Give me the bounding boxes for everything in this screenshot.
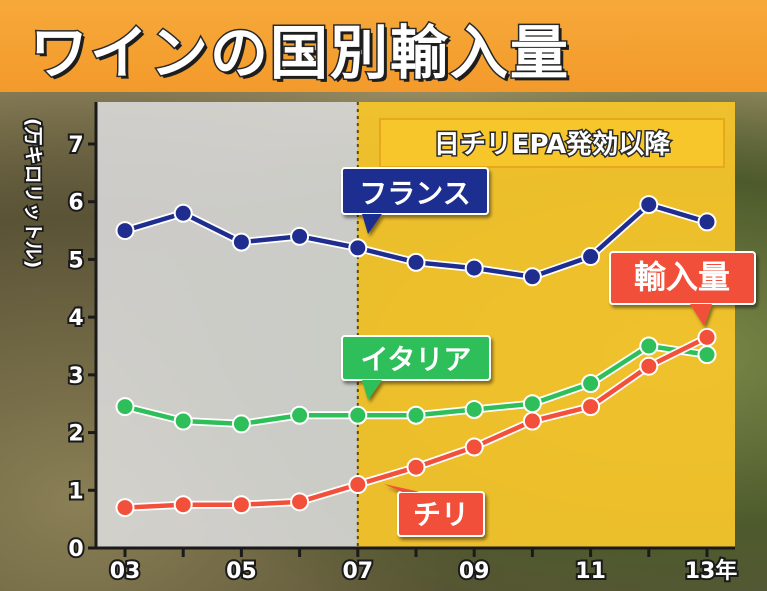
data-point xyxy=(581,247,601,267)
y-tick-label: 1 xyxy=(68,479,83,504)
title-band xyxy=(0,0,767,92)
data-point xyxy=(522,411,542,431)
pre-epa-region xyxy=(96,102,358,548)
data-point xyxy=(522,394,542,414)
data-point xyxy=(231,232,251,252)
data-point xyxy=(348,238,368,258)
data-point xyxy=(406,405,426,425)
data-point xyxy=(290,226,310,246)
legend-tag-italy: イタリア xyxy=(341,335,491,400)
series-france xyxy=(115,195,717,287)
chart-title: ワインの国別輸入量 xyxy=(28,18,571,89)
x-axis-ticks: 03 05 07 09 11 13年 xyxy=(108,548,739,586)
x-tick-label: 13年 xyxy=(685,558,738,584)
data-point xyxy=(290,405,310,425)
series-italy xyxy=(115,336,717,434)
legend-tag-france: フランス xyxy=(341,167,489,234)
y-tick-label: 7 xyxy=(68,133,83,158)
series-chile xyxy=(115,327,717,518)
data-point xyxy=(406,252,426,272)
series-layer xyxy=(115,195,717,518)
data-point xyxy=(231,495,251,515)
legend-label-italy: イタリア xyxy=(361,343,472,376)
data-point xyxy=(173,495,193,515)
data-point xyxy=(697,345,717,365)
x-tick-label: 07 xyxy=(342,559,373,584)
y-tick-label: 3 xyxy=(68,364,83,389)
data-point xyxy=(348,405,368,425)
data-point xyxy=(639,336,659,356)
epa-label-box xyxy=(379,118,725,168)
data-point xyxy=(639,195,659,215)
legend-label-chile: チリ xyxy=(413,498,469,531)
chile-import-tag: 輸入量 xyxy=(609,251,756,326)
data-point xyxy=(406,457,426,477)
y-tick-label: 4 xyxy=(68,306,83,331)
data-point xyxy=(639,356,659,376)
data-point xyxy=(115,221,135,241)
data-point xyxy=(173,411,193,431)
x-tick-label: 03 xyxy=(110,559,141,584)
data-point xyxy=(697,212,717,232)
chile-import-label: 輸入量 xyxy=(634,258,730,296)
data-point xyxy=(290,492,310,512)
data-point xyxy=(115,397,135,417)
y-tick-label: 5 xyxy=(68,248,83,273)
legend-label-france: フランス xyxy=(359,177,470,210)
data-point xyxy=(231,414,251,434)
legend-tag-chile: チリ xyxy=(384,484,485,537)
x-tick-label: 11 xyxy=(575,559,606,584)
data-point xyxy=(697,327,717,347)
data-point xyxy=(522,267,542,287)
data-point xyxy=(464,437,484,457)
y-tick-label: 2 xyxy=(68,422,83,447)
data-point xyxy=(348,475,368,495)
epa-label: 日チリEPA発効以降 xyxy=(434,129,672,160)
y-tick-label: 0 xyxy=(68,537,83,562)
data-point xyxy=(581,397,601,417)
y-axis-ticks: 0 1 2 3 4 5 6 7 xyxy=(66,131,96,564)
x-tick-label: 05 xyxy=(226,559,257,584)
data-point xyxy=(464,258,484,278)
x-tick-label: 09 xyxy=(459,559,490,584)
y-axis-label: (万キロリットル) xyxy=(22,118,44,268)
data-point xyxy=(173,203,193,223)
y-tick-label: 6 xyxy=(68,191,83,216)
data-point xyxy=(115,498,135,518)
data-point xyxy=(581,374,601,394)
data-point xyxy=(464,399,484,419)
